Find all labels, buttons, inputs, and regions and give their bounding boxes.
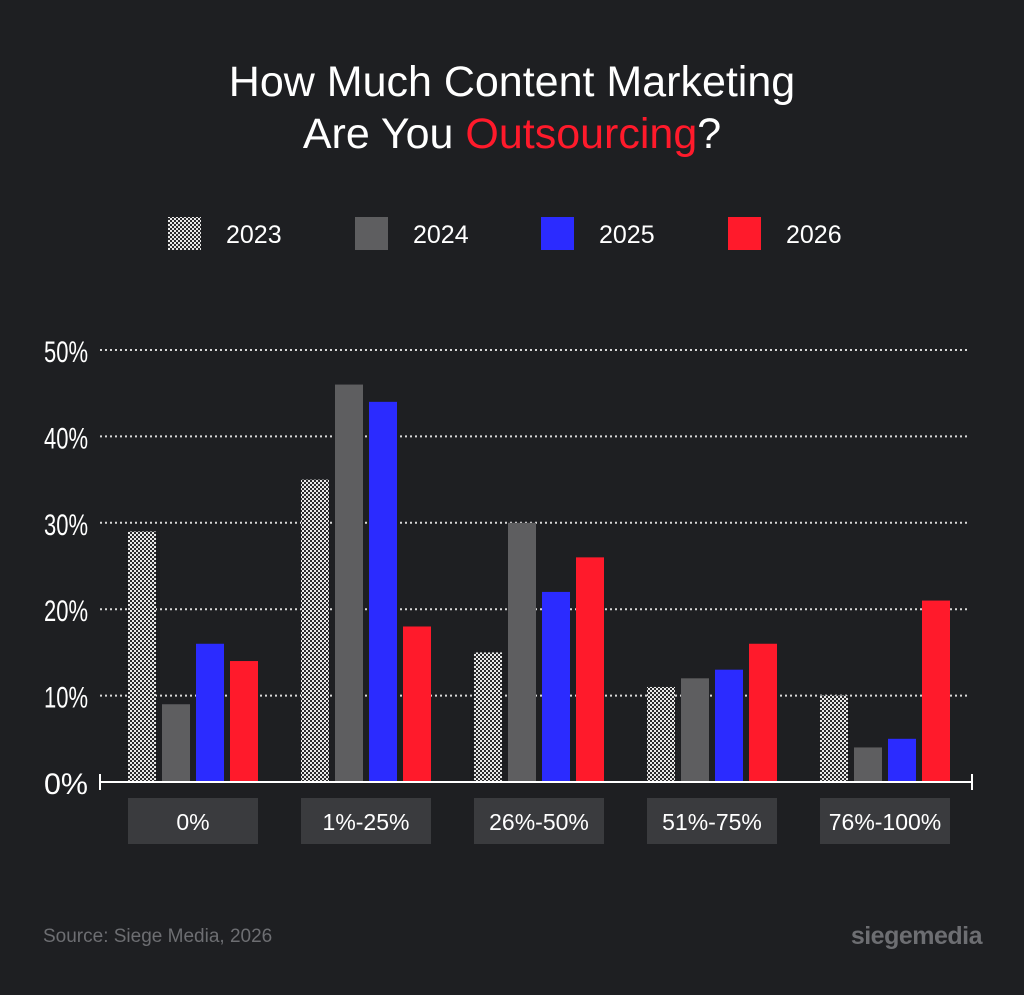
bars [128,384,950,782]
source-note: Source: Siege Media, 2026 [43,926,273,947]
y-tick-label: 40% [44,422,88,455]
y-tick-label: 50% [44,336,88,369]
bar-2023-4 [820,695,848,782]
bar-2023-0 [128,531,156,782]
bar-2026-0 [230,661,258,782]
legend-swatch-2025 [541,217,574,250]
bar-2024-2 [508,522,536,782]
y-tick-label: 20% [44,595,88,628]
y-tick-label: 30% [44,509,88,542]
bar-2026-4 [922,600,950,782]
legend-swatch-2026 [728,217,761,250]
x-tick-label: 26%-50% [489,809,589,835]
y-axis: 0% 10% 20% 30% 40% 50% [44,336,88,801]
title-line-2-prefix: Are You [302,110,466,158]
bar-2024-0 [162,704,190,782]
bar-2023-2 [474,652,502,782]
bar-2025-3 [715,669,743,782]
x-tick-label: 51%-75% [662,809,762,835]
x-tick-label: 1%-25% [323,809,410,835]
legend-label-2024: 2024 [413,221,469,249]
legend-label-2025: 2025 [599,221,655,249]
bar-2024-3 [681,678,709,782]
bar-2024-1 [335,384,363,782]
y-tick-label: 0% [44,768,88,801]
category-box-1 [301,798,431,844]
siegemedia-logo: siegemedia [850,922,983,950]
legend-swatch-2023 [168,217,201,250]
bar-2023-3 [647,686,675,782]
title-line-1: How Much Content Marketing [228,58,796,106]
x-tick-label: 76%-100% [829,809,942,835]
category-box-4 [820,798,950,844]
title-line-2-suffix: ? [697,110,722,158]
title-highlight: Outsourcing [465,110,698,158]
category-box-0 [128,798,258,844]
category-box-3 [647,798,777,844]
bar-2025-1 [369,401,397,782]
bar-2023-1 [301,479,329,782]
legend-label-2023: 2023 [226,221,282,249]
y-tick-label: 10% [44,682,88,715]
x-tick-label: 0% [176,809,209,835]
x-axis: 0% 1%-25% 26%-50% 51%-75% 76%-100% [99,774,973,844]
bar-2024-4 [854,747,882,782]
bar-chart: 2023 2024 2025 2026 0% 10% 20% 30% 40% 50% 0% 1%-… [44,217,973,844]
bar-2025-2 [542,591,570,782]
legend-label-2026: 2026 [786,221,842,249]
bar-2025-4 [888,738,916,782]
legend-swatch-2024 [355,217,388,250]
bar-2026-1 [403,626,431,782]
bar-2026-3 [749,643,777,782]
chart-title: How Much Content Marketing Are You Outso… [0,56,1024,160]
bar-2025-0 [196,643,224,782]
legend: 2023 2024 2025 2026 [168,217,842,250]
category-box-2 [474,798,604,844]
bar-2026-2 [576,557,604,782]
